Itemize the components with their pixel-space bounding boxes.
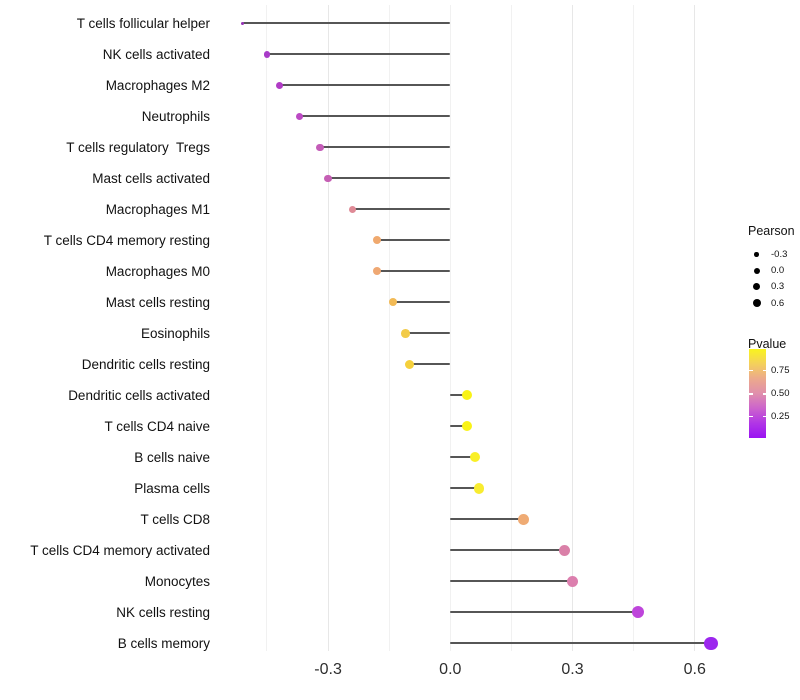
lollipop-stem bbox=[299, 115, 451, 118]
y-axis-label: T cells regulatory Tregs bbox=[66, 139, 210, 155]
y-axis-label: T cells CD4 naive bbox=[104, 418, 210, 434]
y-axis-label: T cells CD4 memory resting bbox=[43, 232, 210, 248]
lollipop-dot bbox=[275, 81, 283, 89]
lollipop-stem bbox=[450, 518, 524, 521]
colorbar-tick bbox=[762, 416, 766, 418]
lollipop-dot bbox=[469, 452, 480, 463]
lollipop-stem bbox=[352, 208, 451, 211]
lollipop-dot bbox=[631, 606, 644, 619]
gridline-major bbox=[572, 5, 574, 651]
y-axis-label: Monocytes bbox=[144, 573, 210, 589]
pvalue-legend-label: 0.50 bbox=[771, 388, 790, 400]
pearson-legend-dot bbox=[754, 251, 760, 257]
y-axis-label: Macrophages M0 bbox=[105, 263, 210, 279]
lollipop-stem bbox=[450, 549, 565, 552]
x-axis-tick-label: 0.3 bbox=[561, 661, 584, 678]
gridline-minor bbox=[266, 5, 268, 651]
lollipop-stem bbox=[376, 239, 451, 242]
gridline-major bbox=[327, 5, 329, 651]
y-axis-label: Mast cells activated bbox=[92, 170, 210, 186]
lollipop-stem bbox=[242, 22, 451, 25]
lollipop-stem bbox=[319, 146, 451, 149]
pvalue-legend-title: Pvalue bbox=[748, 337, 787, 351]
lollipop-stem bbox=[266, 53, 451, 56]
lollipop-dot bbox=[566, 575, 579, 587]
lollipop-dot bbox=[401, 329, 410, 338]
gridline-minor bbox=[449, 5, 451, 651]
pvalue-colorbar bbox=[749, 349, 766, 438]
colorbar-tick bbox=[749, 416, 753, 418]
lollipop-stem bbox=[409, 363, 451, 366]
lollipop-stem bbox=[450, 425, 467, 428]
lollipop-dot bbox=[296, 112, 304, 120]
y-axis-label: Plasma cells bbox=[134, 480, 210, 496]
lollipop-stem bbox=[393, 301, 451, 304]
lollipop-stem bbox=[279, 84, 451, 87]
y-axis-label: T cells follicular helper bbox=[76, 15, 210, 31]
y-axis-label: Macrophages M1 bbox=[105, 201, 210, 217]
pearson-legend-title: Pearson bbox=[748, 224, 795, 238]
gridline-minor bbox=[388, 5, 390, 651]
lollipop-dot bbox=[473, 483, 485, 494]
lollipop-dot bbox=[389, 298, 398, 307]
lollipop-dot bbox=[405, 359, 415, 369]
colorbar-tick bbox=[749, 370, 753, 372]
y-axis-label: B cells naive bbox=[134, 449, 210, 465]
plot-panel bbox=[216, 5, 731, 651]
lollipop-stem bbox=[450, 580, 573, 583]
pearson-legend-dot bbox=[752, 299, 761, 308]
colorbar-tick bbox=[749, 393, 753, 395]
y-axis-label: Dendritic cells activated bbox=[68, 387, 210, 403]
y-axis-label: B cells memory bbox=[117, 635, 210, 651]
y-axis-label: NK cells activated bbox=[102, 46, 210, 62]
lollipop-dot bbox=[348, 205, 357, 214]
x-axis-tick-label: -0.3 bbox=[314, 661, 342, 678]
lollipop-dot bbox=[558, 544, 570, 556]
y-axis-label: Eosinophils bbox=[140, 325, 210, 341]
gridline-minor bbox=[633, 5, 635, 651]
colorbar-tick bbox=[762, 393, 766, 395]
y-axis-label: T cells CD4 memory activated bbox=[30, 542, 210, 558]
lollipop-stem bbox=[450, 611, 638, 614]
pvalue-legend-label: 0.25 bbox=[771, 411, 790, 423]
pearson-legend-dot bbox=[753, 283, 761, 291]
y-axis-label: NK cells resting bbox=[116, 604, 210, 620]
gridline-minor bbox=[510, 5, 512, 651]
lollipop-stem bbox=[328, 177, 451, 180]
lollipop-dot bbox=[461, 390, 472, 401]
pearson-legend-label: -0.3 bbox=[771, 248, 788, 260]
pearson-legend-label: 0.3 bbox=[771, 281, 785, 293]
lollipop-dot bbox=[704, 636, 718, 651]
lollipop-stem bbox=[450, 487, 479, 490]
x-axis-tick-label: 0.6 bbox=[683, 661, 706, 678]
y-axis-label: Dendritic cells resting bbox=[81, 356, 210, 372]
lollipop-dot bbox=[461, 421, 472, 432]
y-axis-label: Macrophages M2 bbox=[105, 77, 210, 93]
y-axis-label: Mast cells resting bbox=[105, 294, 210, 310]
x-axis-tick-label: 0.0 bbox=[439, 661, 462, 678]
lollipop-stem bbox=[405, 332, 451, 335]
pearson-legend-dot bbox=[753, 267, 760, 274]
y-axis-label: Neutrophils bbox=[141, 108, 210, 124]
gridline-major bbox=[694, 5, 696, 651]
pearson-legend-label: 0.0 bbox=[771, 265, 785, 277]
lollipop-stem bbox=[450, 394, 467, 397]
lollipop-dot bbox=[316, 143, 324, 151]
lollipop-dot bbox=[263, 51, 271, 58]
lollipop-dot bbox=[324, 174, 332, 182]
pearson-legend-label: 0.6 bbox=[771, 297, 785, 309]
lollipop-dot bbox=[372, 267, 381, 276]
lollipop-dot bbox=[518, 513, 530, 525]
y-axis-label: T cells CD8 bbox=[140, 511, 210, 527]
colorbar-tick bbox=[762, 370, 766, 372]
pvalue-legend-label: 0.75 bbox=[771, 365, 790, 377]
lollipop-stem bbox=[450, 642, 712, 645]
lollipop-stem bbox=[450, 456, 475, 459]
lollipop-dot bbox=[372, 236, 381, 245]
lollipop-dot bbox=[240, 21, 245, 25]
lollipop-stem bbox=[376, 270, 451, 273]
